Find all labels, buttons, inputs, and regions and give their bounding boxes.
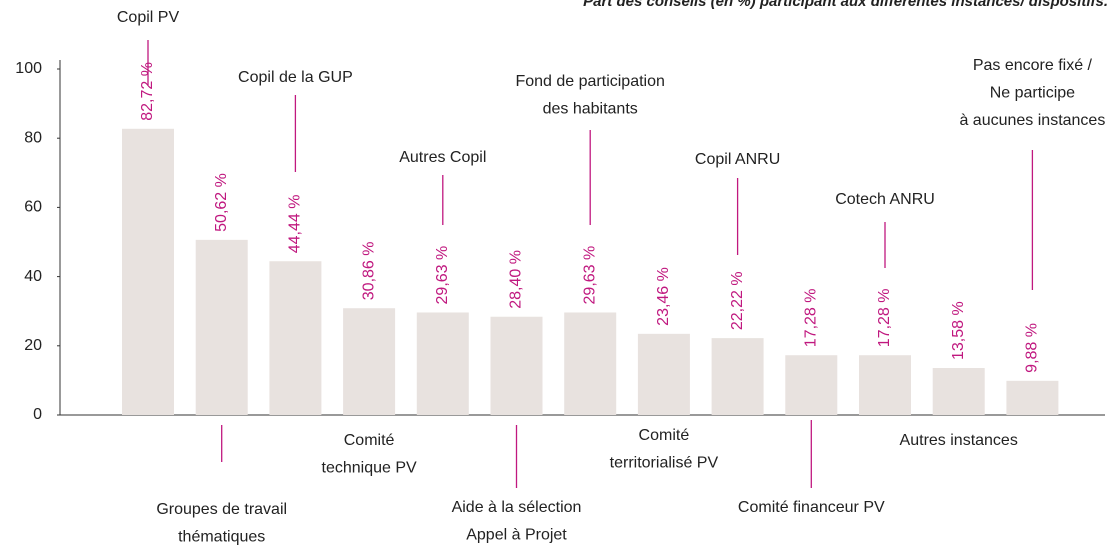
value-label: 17,28 %: [876, 288, 893, 347]
category-label: Comité financeur PV: [738, 499, 885, 516]
bar: [564, 312, 617, 415]
value-label: 29,63 %: [581, 246, 598, 305]
y-tick-label: 100: [15, 60, 42, 77]
y-tick-label: 40: [24, 268, 42, 285]
category-label: Comité: [344, 432, 395, 449]
value-label: 30,86 %: [360, 242, 377, 301]
category-label: des habitants: [543, 101, 638, 118]
y-tick-label: 20: [24, 337, 42, 354]
category-label: Appel à Projet: [466, 527, 567, 544]
value-label: 82,72 %: [139, 62, 156, 121]
category-label: Copil ANRU: [695, 151, 780, 168]
category-label: à aucunes instances: [959, 112, 1105, 129]
category-label: Ne participe: [990, 85, 1075, 102]
category-label: Comité: [639, 427, 690, 444]
bar: [343, 308, 396, 415]
category-label: Aide à la sélection: [452, 499, 582, 516]
bar: [785, 355, 838, 415]
category-label: Groupes de travail: [156, 501, 287, 518]
chart-title: Part des conseils (en %) participant aux…: [583, 0, 1108, 10]
value-label: 44,44 %: [287, 195, 304, 254]
y-tick-label: 60: [24, 199, 42, 216]
category-label: Cotech ANRU: [835, 191, 935, 208]
bar: [490, 316, 543, 415]
category-label: technique PV: [322, 460, 418, 477]
bar: [122, 128, 174, 415]
y-tick-label: 80: [24, 129, 42, 146]
bar: [711, 338, 764, 415]
bar: [932, 368, 985, 415]
y-tick-label: 0: [33, 406, 42, 423]
category-label: Copil PV: [117, 9, 180, 26]
value-label: 28,40 %: [508, 250, 525, 309]
category-label: Autres instances: [900, 432, 1018, 449]
value-label: 9,88 %: [1024, 323, 1041, 373]
value-label: 13,58 %: [950, 301, 967, 360]
value-label: 22,22 %: [729, 271, 746, 330]
value-label: 23,46 %: [655, 267, 672, 326]
category-label: Fond de participation: [515, 73, 664, 90]
category-label: Copil de la GUP: [238, 69, 353, 86]
bar: [637, 333, 690, 415]
bar: [195, 239, 248, 415]
bar: [269, 261, 322, 415]
category-label: territorialisé PV: [610, 455, 719, 472]
category-label: Pas encore fixé /: [973, 57, 1093, 74]
value-label: 50,62 %: [213, 173, 230, 232]
category-label: thématiques: [178, 529, 265, 546]
bar: [1006, 380, 1059, 415]
category-label: Autres Copil: [399, 149, 486, 166]
bar: [416, 312, 469, 415]
value-label: 29,63 %: [434, 246, 451, 305]
bar: [859, 355, 911, 415]
value-label: 17,28 %: [803, 288, 820, 347]
